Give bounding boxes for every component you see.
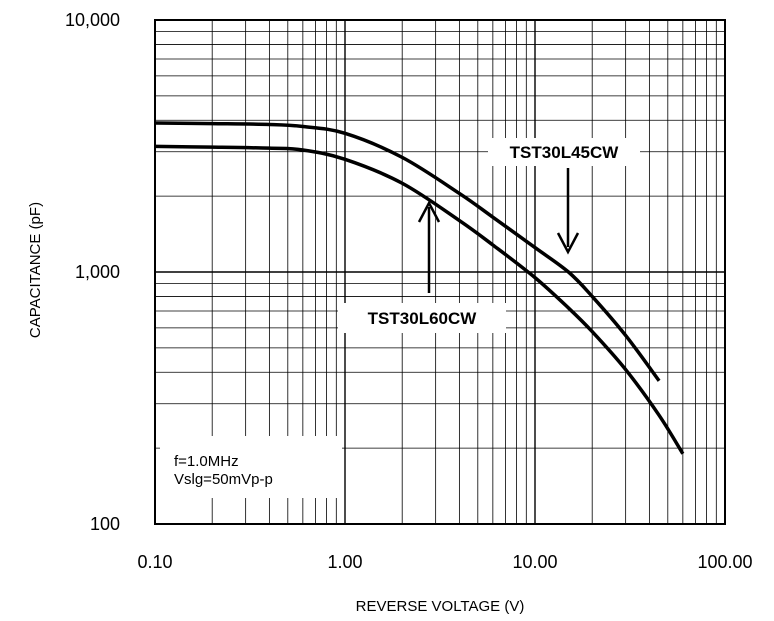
x-tick-label: 10.00 <box>512 552 557 572</box>
y-tick-label: 1,000 <box>75 262 120 282</box>
series2-label-bg <box>338 303 506 333</box>
conditions-line-1: f=1.0MHz <box>174 453 239 470</box>
y-tick-labels: 100 1,000 10,000 <box>65 10 120 534</box>
y-tick-label: 100 <box>90 514 120 534</box>
conditions-line-2: Vslg=50mVp-p <box>174 471 273 488</box>
series-lines <box>154 121 685 455</box>
y-axis-title: CAPACITANCE (pF) <box>27 202 44 338</box>
x-tick-label: 100.00 <box>697 552 752 572</box>
series2-arrow <box>417 200 441 293</box>
plot-frame <box>154 19 726 525</box>
x-tick-label: 0.10 <box>137 552 172 572</box>
series-line-1 <box>154 121 661 382</box>
grid <box>155 20 725 524</box>
conditions-bg <box>160 436 342 498</box>
series1-arrow <box>556 168 580 255</box>
series1-label-bg <box>488 138 640 166</box>
series-line-2 <box>154 144 685 455</box>
x-tick-labels: 0.10 1.00 10.00 100.00 <box>137 552 752 572</box>
series2-label: TST30L60CW <box>368 309 478 328</box>
y-tick-label: 10,000 <box>65 10 120 30</box>
x-tick-label: 1.00 <box>327 552 362 572</box>
x-axis-title: REVERSE VOLTAGE (V) <box>356 598 525 615</box>
series1-label: TST30L45CW <box>510 143 620 162</box>
